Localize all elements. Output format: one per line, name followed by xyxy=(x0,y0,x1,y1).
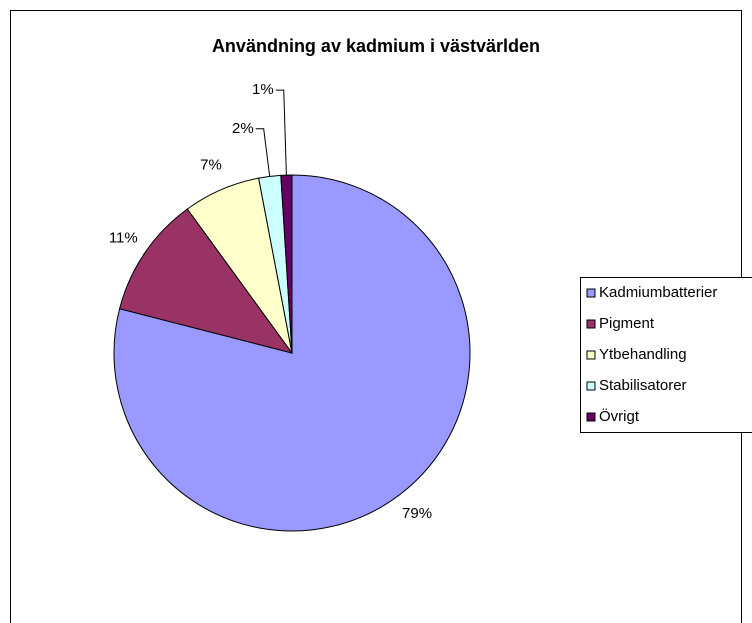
leader-line xyxy=(275,89,287,176)
legend-swatch xyxy=(586,412,596,422)
legend-label: Stabilisatorer xyxy=(599,377,687,394)
legend-swatch xyxy=(586,350,596,360)
chart-title: Användning av kadmium i västvärlden xyxy=(212,36,540,56)
legend-label: Pigment xyxy=(599,315,655,332)
data-label: 1% xyxy=(252,81,274,98)
data-label: 2% xyxy=(232,120,254,137)
legend-label: Kadmiumbatterier xyxy=(599,284,717,301)
legend-swatch xyxy=(586,319,596,329)
legend-swatch xyxy=(586,381,596,391)
legend-swatch xyxy=(586,288,596,298)
data-label: 11% xyxy=(109,229,138,246)
pie-slice xyxy=(113,174,471,532)
data-label: 79% xyxy=(402,505,432,522)
legend-box xyxy=(580,277,752,433)
legend-label: Övrigt xyxy=(599,407,640,425)
leader-line xyxy=(255,128,271,177)
data-label: 7% xyxy=(200,157,222,174)
legend-label: Ytbehandling xyxy=(599,346,687,363)
pie-slice xyxy=(118,208,294,354)
